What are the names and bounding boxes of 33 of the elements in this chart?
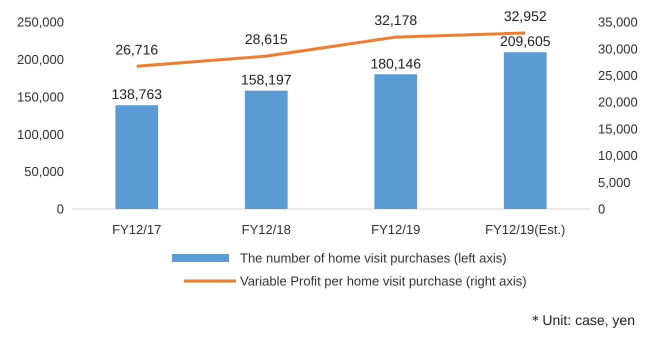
- x-tick-label: FY12/18: [242, 222, 291, 237]
- legend-label: The number of home visit purchases (left axis): [240, 250, 507, 266]
- text: ＊Unit: case, yen: [528, 312, 635, 328]
- y2-tick-label: 30,000: [598, 41, 638, 56]
- legend-label: Variable Profit per home visit purchase (right axis): [240, 274, 527, 289]
- y-tick-label: 50,000: [24, 164, 64, 180]
- y-tick-label: 250,000: [17, 14, 64, 30]
- data-label: 180,146: [370, 55, 422, 72]
- x-tick-label: FY12/19: [371, 222, 420, 237]
- y-tick-label: 0: [56, 202, 64, 217]
- x-tick-label: FY12/17: [112, 222, 162, 237]
- data-label: 26,716: [115, 41, 158, 58]
- bar: [374, 74, 418, 209]
- y-tick-label: 200,000: [17, 52, 64, 67]
- data-label: 28,615: [244, 31, 288, 48]
- data-label: 158,197: [240, 72, 292, 88]
- data-label: 209,605: [500, 33, 551, 50]
- bar: [504, 52, 547, 209]
- y2-tick-label: 5,000: [598, 174, 631, 190]
- y-tick-label: 150,000: [17, 89, 64, 104]
- y2-tick-label: 10,000: [598, 148, 638, 164]
- y2-tick-label: 35,000: [598, 14, 638, 30]
- y-tick-label: 100,000: [17, 126, 64, 142]
- bar: [244, 90, 288, 209]
- x-tick-label: FY12/19(Est.): [485, 222, 566, 237]
- bar: [115, 105, 158, 209]
- y2-tick-label: 15,000: [598, 121, 638, 136]
- y2-tick-label: 25,000: [598, 68, 638, 83]
- y2-tick-label: 0: [598, 202, 606, 217]
- data-label: 138,763: [111, 86, 162, 102]
- data-label: 32,952: [504, 8, 547, 24]
- data-label: 32,178: [374, 12, 418, 28]
- y2-tick-label: 20,000: [598, 94, 638, 110]
